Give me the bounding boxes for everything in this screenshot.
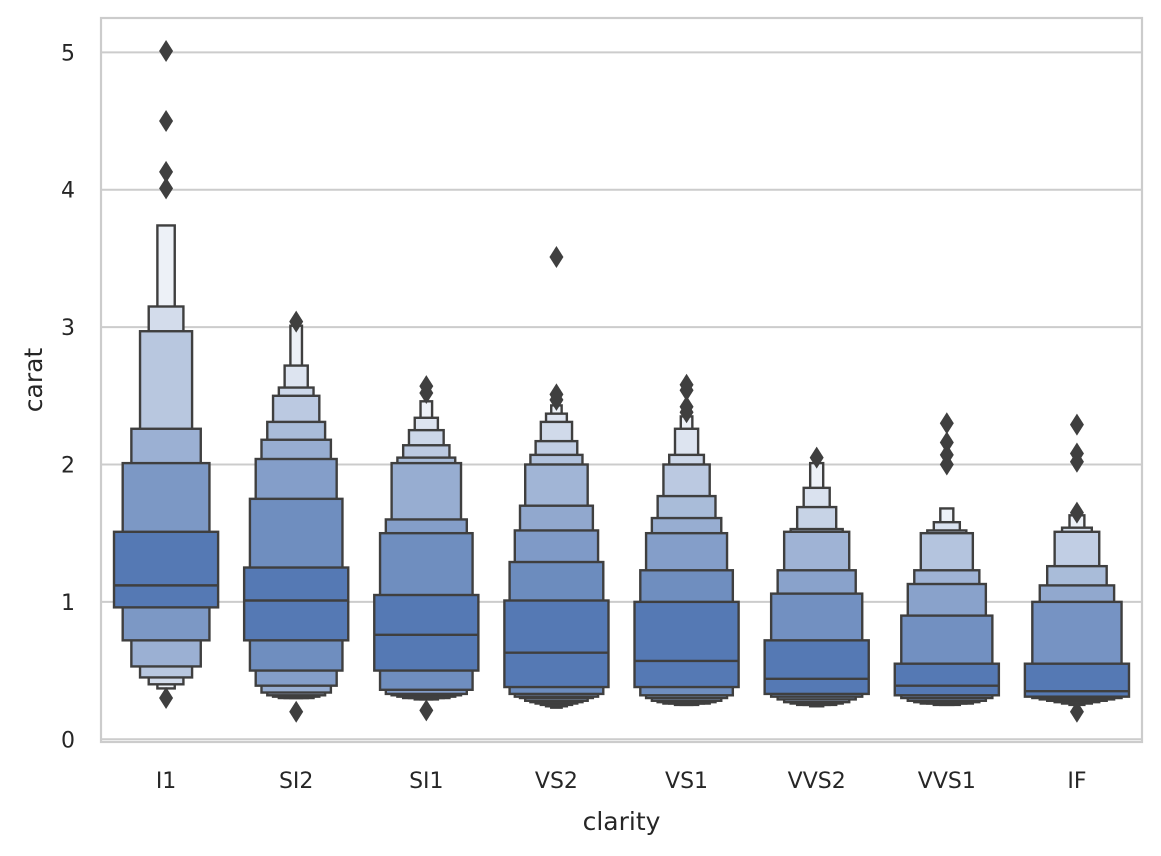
box-level-1 <box>503 599 610 689</box>
y-tick-2: 2 <box>61 453 75 478</box>
y-tick-1: 1 <box>61 591 75 616</box>
outlier-vs1-2 <box>679 379 694 402</box>
outlier-si2-2 <box>289 700 304 723</box>
box-level-1 <box>633 600 740 689</box>
outlier-if-4 <box>1069 501 1084 524</box>
box-level-1 <box>112 530 220 609</box>
y-tick-5: 5 <box>61 41 75 66</box>
outlier-i1-5 <box>159 687 174 710</box>
outlier-vvs1-4 <box>939 453 954 476</box>
x-axis-label: clarity <box>583 807 661 836</box>
outlier-si2-1 <box>289 310 304 333</box>
box-level-1 <box>373 593 480 672</box>
outlier-i1-1 <box>159 39 174 62</box>
box-level-1 <box>893 662 1001 697</box>
outlier-vs2-3 <box>549 388 564 411</box>
y-tick-3: 3 <box>61 316 75 341</box>
box-level-1 <box>242 566 350 642</box>
outlier-if-1 <box>1069 413 1084 436</box>
x-tick-labels: I1 SI2 SI1 VS2 VS1 VVS2 VVS1 IF <box>156 769 1087 794</box>
outlier-vvs1-1 <box>939 412 954 435</box>
outlier-if-3 <box>1069 450 1084 473</box>
y-tick-0: 0 <box>61 728 75 753</box>
outlier-vvs1-2 <box>939 431 954 454</box>
outlier-i1-3 <box>159 160 174 183</box>
x-tick-vs1: VS1 <box>665 769 708 794</box>
outlier-i1-2 <box>159 110 174 133</box>
x-tick-si2: SI2 <box>279 769 313 794</box>
x-tick-i1: I1 <box>156 769 177 794</box>
outlier-vvs2-1 <box>809 446 824 469</box>
x-tick-if: IF <box>1067 769 1086 794</box>
outlier-vs2-1 <box>549 246 564 269</box>
boxen-group-vs1 <box>633 415 740 707</box>
y-tick-labels: 0 1 2 3 4 5 <box>61 41 75 753</box>
boxen-group-si2 <box>242 324 350 700</box>
x-tick-vvs2: VVS2 <box>788 769 846 794</box>
outlier-vs1-4 <box>679 401 694 424</box>
box-level-1 <box>763 639 870 696</box>
outlier-si1-2 <box>419 382 434 405</box>
x-tick-vvs1: VVS1 <box>918 769 976 794</box>
outlier-si1-3 <box>419 699 434 722</box>
outlier-if-5 <box>1069 700 1084 723</box>
boxen-group-if <box>1023 514 1131 707</box>
boxen-group-i1 <box>112 224 220 690</box>
outlier-points <box>159 39 1084 723</box>
boxen-groups <box>112 224 1131 709</box>
boxen-group-vvs2 <box>763 461 870 708</box>
x-tick-vs2: VS2 <box>535 769 578 794</box>
y-tick-4: 4 <box>61 179 75 204</box>
y-axis-label: carat <box>19 348 48 413</box>
boxen-group-vvs1 <box>893 507 1001 707</box>
x-tick-si1: SI1 <box>409 769 443 794</box>
boxen-group-si1 <box>373 400 480 701</box>
boxen-group-vs2 <box>503 404 610 709</box>
outlier-i1-4 <box>159 177 174 200</box>
plot-frame <box>99 16 1144 744</box>
